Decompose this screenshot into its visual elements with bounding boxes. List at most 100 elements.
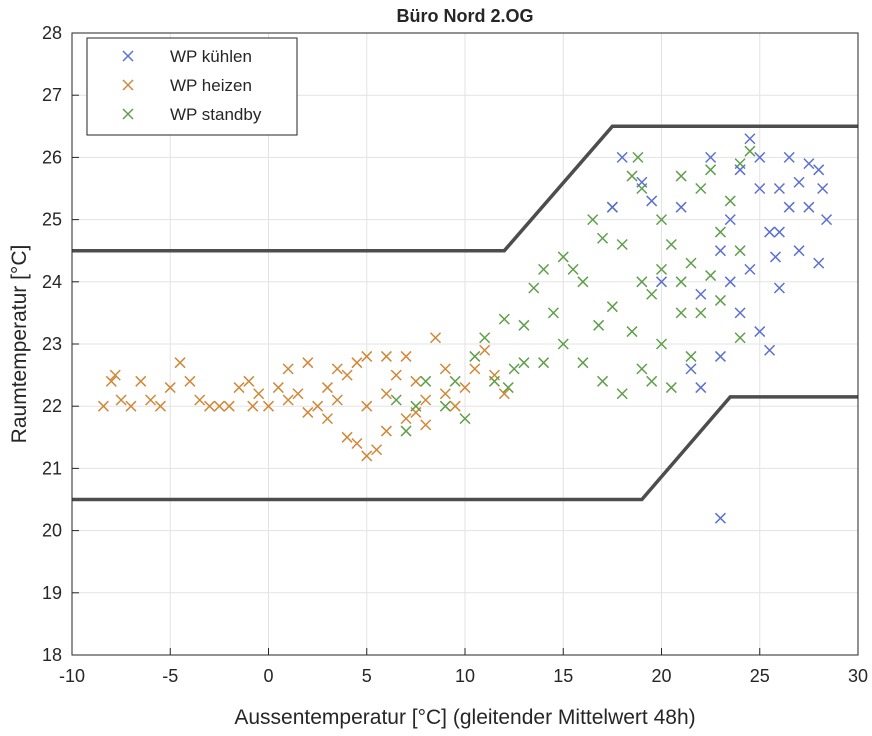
data-point bbox=[734, 332, 746, 344]
data-point bbox=[243, 375, 255, 387]
data-point bbox=[626, 326, 638, 338]
data-point bbox=[380, 350, 392, 362]
legend-label: WP heizen bbox=[170, 76, 252, 95]
x-tick-label: 10 bbox=[455, 666, 475, 686]
data-point bbox=[557, 251, 569, 263]
data-point bbox=[361, 450, 373, 462]
data-point bbox=[793, 245, 805, 257]
lower-limit-line bbox=[72, 395, 858, 502]
y-tick-label: 23 bbox=[42, 334, 62, 354]
data-point bbox=[105, 375, 117, 387]
data-point bbox=[184, 375, 196, 387]
data-point bbox=[606, 201, 618, 213]
data-point bbox=[724, 276, 736, 288]
data-point bbox=[400, 425, 412, 437]
data-point bbox=[744, 263, 756, 275]
data-point bbox=[469, 363, 481, 375]
data-point bbox=[390, 394, 402, 406]
data-point bbox=[223, 400, 235, 412]
data-point bbox=[508, 363, 520, 375]
data-point bbox=[459, 382, 471, 394]
data-point bbox=[312, 400, 324, 412]
data-point bbox=[803, 201, 815, 213]
x-tick-label: -5 bbox=[162, 666, 178, 686]
data-point bbox=[636, 176, 648, 188]
data-point bbox=[821, 214, 833, 226]
data-point bbox=[714, 226, 726, 238]
x-tick-label: 5 bbox=[362, 666, 372, 686]
legend-marker bbox=[122, 108, 134, 120]
data-point bbox=[341, 431, 353, 443]
legend: WP kühlen WP heizen WP standby bbox=[86, 37, 298, 136]
data-point bbox=[538, 263, 550, 275]
data-point bbox=[400, 350, 412, 362]
data-point bbox=[675, 276, 687, 288]
data-point bbox=[665, 238, 677, 251]
data-point bbox=[597, 375, 609, 387]
y-tick-label: 21 bbox=[42, 458, 62, 478]
data-point bbox=[479, 344, 491, 356]
legend-label: WP kühlen bbox=[170, 47, 252, 66]
data-point bbox=[665, 382, 677, 394]
data-point bbox=[351, 437, 363, 450]
data-point bbox=[351, 357, 363, 369]
data-point bbox=[331, 363, 343, 375]
data-point bbox=[135, 375, 147, 387]
data-point bbox=[410, 400, 422, 412]
data-point bbox=[773, 182, 785, 195]
series-wp-kühlen bbox=[606, 133, 833, 524]
upper-limit-line bbox=[72, 124, 858, 253]
data-point bbox=[262, 400, 275, 412]
data-point bbox=[449, 400, 461, 412]
data-point bbox=[695, 382, 707, 394]
data-point bbox=[724, 195, 736, 207]
x-axis-label: Aussentemperatur [°C] (gleitender Mittel… bbox=[234, 706, 695, 729]
data-point bbox=[817, 182, 829, 195]
data-point bbox=[783, 151, 795, 163]
data-point bbox=[606, 301, 618, 313]
data-point bbox=[247, 400, 259, 412]
x-tick-label: -10 bbox=[59, 666, 85, 686]
data-point bbox=[655, 276, 668, 288]
data-point bbox=[616, 388, 628, 400]
data-point bbox=[420, 419, 432, 431]
data-point bbox=[253, 388, 265, 400]
data-point bbox=[439, 400, 451, 412]
data-point bbox=[488, 375, 501, 387]
data-point bbox=[331, 394, 343, 406]
data-point bbox=[724, 214, 736, 226]
data-point bbox=[292, 388, 304, 400]
data-point bbox=[459, 413, 471, 425]
data-point bbox=[361, 400, 373, 412]
data-point bbox=[636, 276, 648, 288]
data-point bbox=[109, 369, 121, 381]
data-point bbox=[567, 263, 579, 275]
data-point bbox=[341, 369, 353, 381]
data-point bbox=[420, 394, 432, 406]
data-point bbox=[439, 363, 451, 375]
data-point bbox=[695, 288, 707, 300]
limit-lines bbox=[72, 124, 858, 502]
data-point bbox=[695, 182, 707, 195]
data-point bbox=[744, 145, 756, 157]
data-point bbox=[734, 307, 746, 319]
y-tick-label: 26 bbox=[42, 147, 62, 167]
grid bbox=[71, 32, 859, 656]
data-point bbox=[115, 394, 127, 406]
data-point bbox=[685, 350, 697, 362]
data-point bbox=[125, 400, 137, 412]
data-point bbox=[813, 257, 825, 269]
data-point bbox=[145, 394, 157, 406]
data-point bbox=[380, 425, 392, 437]
data-point bbox=[439, 388, 451, 400]
data-point bbox=[685, 257, 697, 269]
data-point bbox=[154, 400, 166, 412]
data-point bbox=[498, 388, 510, 400]
data-point bbox=[655, 338, 668, 350]
data-point bbox=[282, 394, 294, 406]
data-point bbox=[705, 164, 717, 176]
data-point bbox=[302, 357, 314, 369]
data-point bbox=[390, 369, 402, 381]
legend-marker bbox=[122, 50, 134, 62]
data-point bbox=[655, 263, 668, 275]
